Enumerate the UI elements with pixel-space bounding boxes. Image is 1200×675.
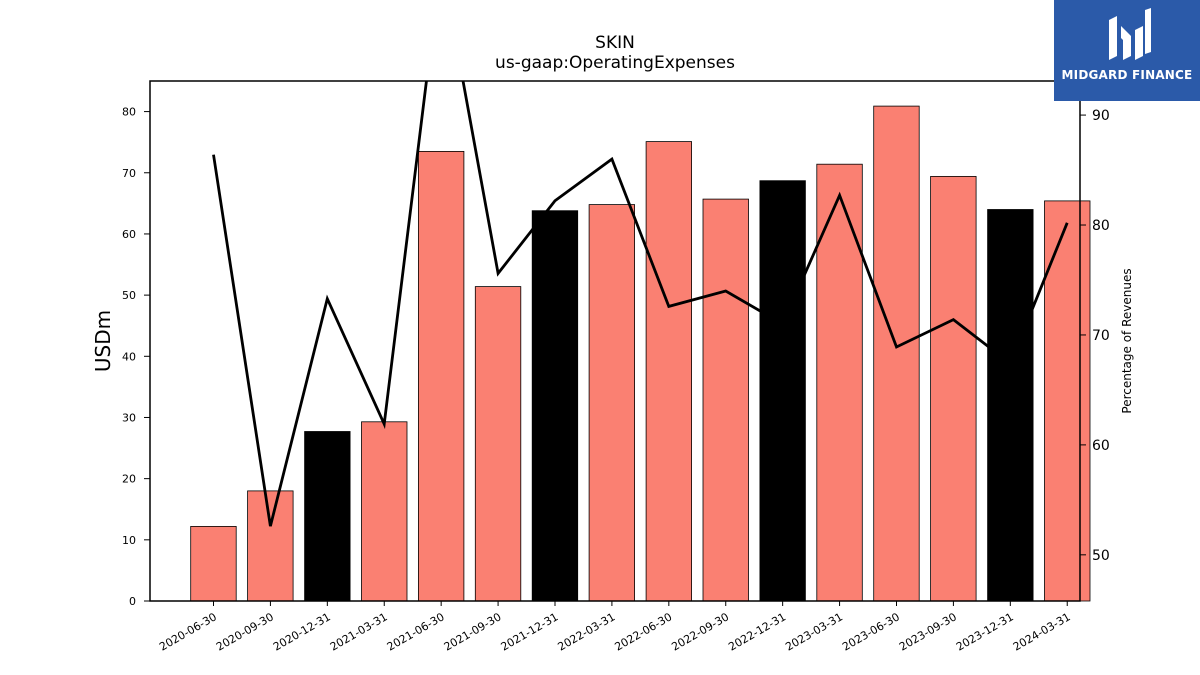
x-tick-label: 2021-09-30 (442, 610, 504, 653)
bar-2021-06-30 (417, 150, 465, 602)
brand-logo: MIDGARD FINANCE (1054, 0, 1200, 101)
bar-2020-09-30 (247, 490, 294, 602)
x-axis: 2020-06-302020-09-302020-12-312021-03-31… (157, 601, 1073, 654)
right-tick-label: 50 (1092, 548, 1110, 564)
midgard-logo-icon (1109, 8, 1151, 60)
left-tick-label: 10 (122, 534, 136, 547)
percentage-line (212, 81, 1069, 527)
bars-layer (190, 105, 1091, 602)
plot-frame (149, 80, 1081, 602)
x-tick-label: 2023-03-31 (783, 610, 845, 653)
bar-2023-09-30 (930, 175, 977, 602)
chart-subtitle: us-gaap:OperatingExpenses (495, 53, 735, 73)
y2-axis-label: Percentage of Revenues (1120, 268, 1134, 413)
bar-2020-12-31 (304, 431, 351, 602)
bar-2024-03-31 (1044, 200, 1091, 602)
chart-title: SKIN (595, 33, 635, 53)
brand-name: MIDGARD FINANCE (1061, 68, 1193, 82)
bar-2022-09-30 (702, 198, 749, 602)
right-tick-label: 70 (1092, 328, 1110, 344)
x-tick-label: 2020-06-30 (157, 610, 219, 653)
left-tick-label: 80 (122, 106, 136, 119)
right-tick-label: 90 (1092, 108, 1110, 124)
x-tick-label: 2023-06-30 (840, 610, 902, 653)
x-tick-label: 2021-06-30 (385, 610, 447, 653)
x-tick-label: 2022-06-30 (612, 610, 674, 653)
x-tick-label: 2023-09-30 (897, 610, 959, 653)
x-tick-label: 2022-12-31 (726, 610, 788, 653)
left-tick-label: 20 (122, 473, 136, 486)
right-tick-label: 60 (1092, 438, 1110, 454)
bar-2021-09-30 (474, 286, 522, 602)
left-tick-label: 70 (122, 167, 136, 180)
bar-2021-03-31 (361, 421, 408, 602)
x-tick-label: 2021-03-31 (328, 610, 390, 653)
bar-2022-12-31 (759, 180, 806, 602)
bar-2021-12-31 (531, 210, 579, 602)
bar-2020-06-30 (190, 526, 237, 602)
bar-2022-03-31 (588, 204, 635, 602)
x-tick-label: 2022-09-30 (669, 610, 731, 653)
right-tick-label: 80 (1092, 218, 1110, 234)
left-tick-label: 40 (122, 350, 136, 363)
left-y-axis: 0 10 20 30 40 50 60 70 80 (122, 106, 150, 608)
bar-2022-06-30 (645, 141, 692, 602)
bar-2023-12-31 (987, 209, 1034, 602)
x-tick-label: 2020-09-30 (214, 610, 276, 653)
left-tick-label: 60 (122, 228, 136, 241)
line-layer (212, 81, 1069, 527)
left-tick-label: 50 (122, 289, 136, 302)
x-tick-label: 2021-12-31 (499, 610, 561, 653)
y-axis-label: USDm (91, 310, 115, 372)
left-tick-label: 0 (129, 595, 136, 608)
x-tick-label: 2024-03-31 (1011, 610, 1073, 653)
x-tick-label: 2022-03-31 (556, 610, 618, 653)
bar-2023-06-30 (873, 105, 920, 602)
x-tick-label: 2023-12-31 (954, 610, 1016, 653)
right-y-axis: 50 60 70 80 90 (1080, 108, 1110, 564)
x-tick-label: 2020-12-31 (271, 610, 333, 653)
left-tick-label: 30 (122, 411, 136, 424)
